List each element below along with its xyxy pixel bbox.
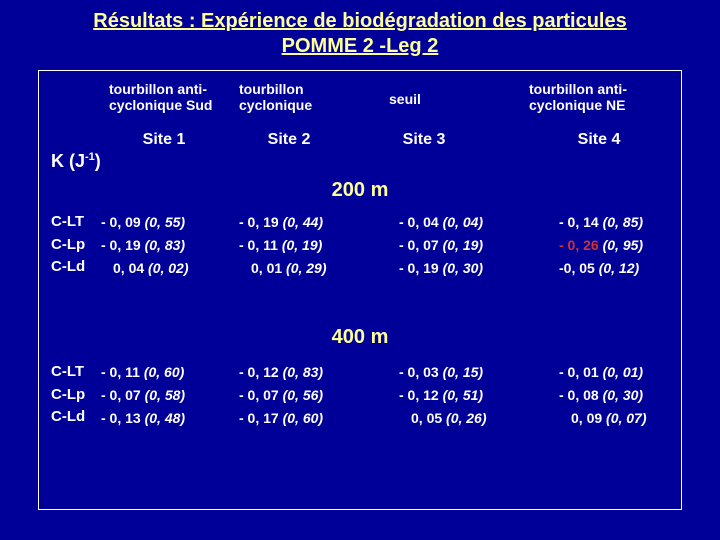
d400-c4: - 0, 01 (0, 01) - 0, 08 (0, 30) 0, 09 (0… [559, 361, 679, 430]
v: - 0, 19 [101, 237, 141, 253]
hdr1b: cyclonique Sud [109, 97, 239, 113]
p: (0, 60) [283, 410, 323, 426]
v: - 0, 04 [399, 214, 439, 230]
d200-c3: - 0, 04 (0, 04) - 0, 07 (0, 19) - 0, 19 … [399, 211, 519, 280]
p: (0, 83) [145, 237, 185, 253]
hdr4a: tourbillon anti- [529, 81, 659, 97]
k-close: ) [95, 151, 101, 171]
depth-200: 200 m [39, 179, 681, 202]
p: (0, 60) [144, 364, 184, 380]
d400-c1: - 0, 11 (0, 60) - 0, 07 (0, 58) - 0, 13 … [101, 361, 221, 430]
hdr-col1: tourbillon anti- cyclonique Sud [109, 81, 239, 113]
v: 0, 04 [113, 260, 144, 276]
v: - 0, 17 [239, 410, 279, 426]
v: - 0, 13 [101, 410, 141, 426]
content-box: tourbillon anti- cyclonique Sud tourbill… [38, 70, 682, 510]
v: - 0, 11 [239, 237, 278, 253]
v: 0, 05 [411, 410, 442, 426]
v: - 0, 07 [101, 387, 141, 403]
p: (0, 29) [286, 260, 326, 276]
v: - 0, 07 [239, 387, 279, 403]
p: (0, 83) [283, 364, 323, 380]
p: (0, 44) [283, 214, 323, 230]
p: (0, 56) [283, 387, 323, 403]
site1: Site 1 [124, 131, 204, 149]
p: (0, 58) [145, 387, 185, 403]
v: - 0, 19 [399, 260, 439, 276]
k-exp: -1 [85, 151, 95, 163]
v: - 0, 19 [239, 214, 279, 230]
hdr2b: cyclonique [239, 97, 339, 113]
v: - 0, 26 [559, 237, 599, 253]
v: - 0, 03 [399, 364, 439, 380]
p: (0, 19) [282, 237, 322, 253]
d200-c1: - 0, 09 (0, 55) - 0, 19 (0, 83) 0, 04 (0… [101, 211, 221, 280]
site4: Site 4 [559, 131, 639, 149]
p: (0, 30) [443, 260, 483, 276]
v: - 0, 12 [239, 364, 279, 380]
v: - 0, 08 [559, 387, 599, 403]
d400-c2: - 0, 12 (0, 83) - 0, 07 (0, 56) - 0, 17 … [239, 361, 359, 430]
k-label: K (J-1) [51, 151, 101, 172]
hdr-col2: tourbillon cyclonique [239, 81, 339, 113]
hdr-col4: tourbillon anti- cyclonique NE [529, 81, 659, 113]
p: (0, 07) [606, 410, 646, 426]
v: 0, 01 [251, 260, 282, 276]
v: - 0, 14 [559, 214, 599, 230]
site-row: Site 1 Site 2 Site 3 Site 4 [39, 131, 681, 149]
data-200: - 0, 09 (0, 55) - 0, 19 (0, 83) 0, 04 (0… [39, 211, 681, 280]
v: -0, 05 [559, 260, 595, 276]
d200-c4: - 0, 14 (0, 85) - 0, 26 (0, 95) -0, 05 (… [559, 211, 679, 280]
p: (0, 02) [148, 260, 188, 276]
p: (0, 01) [603, 364, 643, 380]
p: (0, 15) [443, 364, 483, 380]
p: (0, 95) [603, 237, 643, 253]
v: - 0, 09 [101, 214, 141, 230]
p: (0, 51) [443, 387, 483, 403]
data-400: - 0, 11 (0, 60) - 0, 07 (0, 58) - 0, 13 … [39, 361, 681, 430]
hdr2a: tourbillon [239, 81, 339, 97]
v: - 0, 11 [101, 364, 140, 380]
hdr1a: tourbillon anti- [109, 81, 239, 97]
depth-400: 400 m [39, 326, 681, 349]
v: - 0, 12 [399, 387, 439, 403]
p: (0, 26) [446, 410, 486, 426]
p: (0, 48) [145, 410, 185, 426]
header-row: tourbillon anti- cyclonique Sud tourbill… [39, 81, 681, 113]
v: 0, 09 [571, 410, 602, 426]
hdr3: seuil [389, 91, 449, 107]
hdr4b: cyclonique NE [529, 97, 659, 113]
d400-c3: - 0, 03 (0, 15) - 0, 12 (0, 51) 0, 05 (0… [399, 361, 519, 430]
p: (0, 30) [603, 387, 643, 403]
site2: Site 2 [249, 131, 329, 149]
d200-c2: - 0, 19 (0, 44) - 0, 11 (0, 19) 0, 01 (0… [239, 211, 359, 280]
p: (0, 85) [603, 214, 643, 230]
title-line2: POMME 2 -Leg 2 [0, 35, 720, 58]
title-line1: Résultats : Expérience de biodégradation… [0, 0, 720, 33]
p: (0, 04) [443, 214, 483, 230]
hdr-col3: seuil [389, 81, 449, 113]
site3: Site 3 [384, 131, 464, 149]
p: (0, 12) [599, 260, 639, 276]
p: (0, 19) [443, 237, 483, 253]
v: - 0, 01 [559, 364, 599, 380]
v: - 0, 07 [399, 237, 439, 253]
p: (0, 55) [145, 214, 185, 230]
k-text: K (J [51, 151, 85, 171]
